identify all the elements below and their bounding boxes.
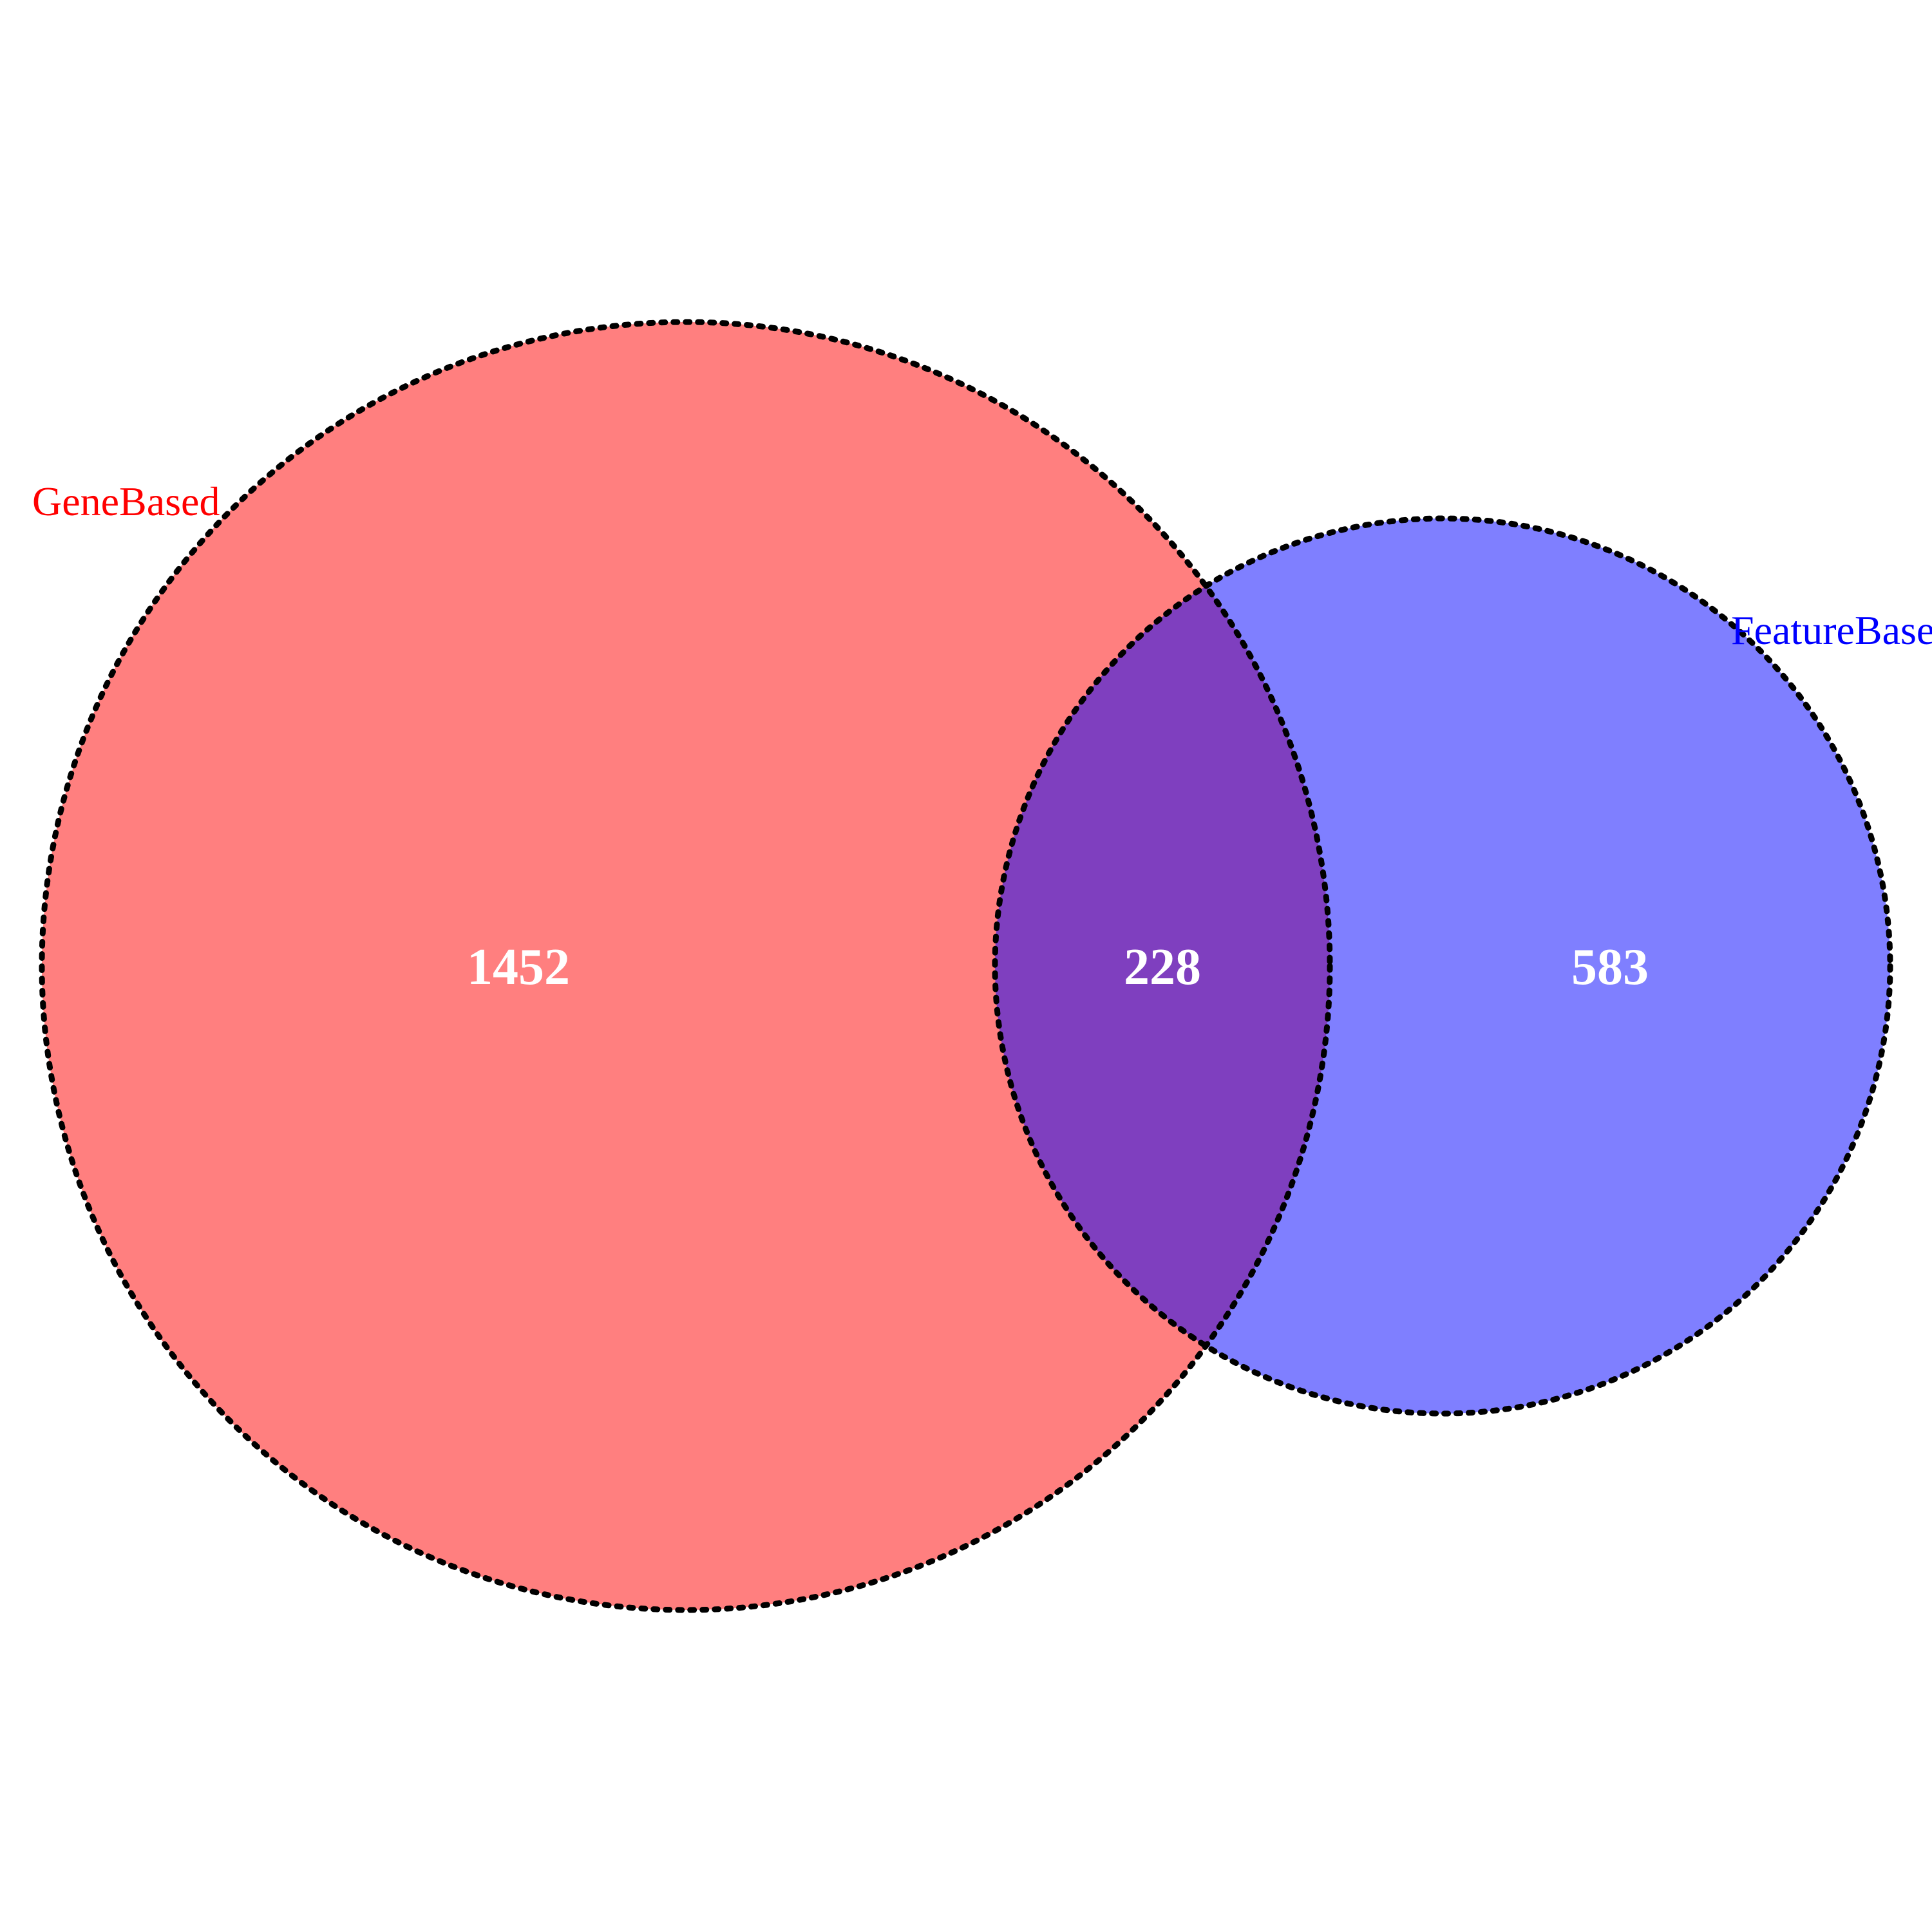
set-a-label: GeneBased [32, 478, 220, 524]
set-b-label: FeatureBased [1731, 607, 1932, 653]
region-intersection-count: 228 [1124, 939, 1201, 996]
set-b-outline [992, 515, 1893, 1417]
region-a-only-count: 1452 [467, 939, 570, 996]
set-a-outline [39, 319, 1333, 1613]
region-b-only-count: 583 [1571, 939, 1649, 996]
set-b-circle [995, 518, 1890, 1414]
set-a-circle [42, 322, 1330, 1610]
